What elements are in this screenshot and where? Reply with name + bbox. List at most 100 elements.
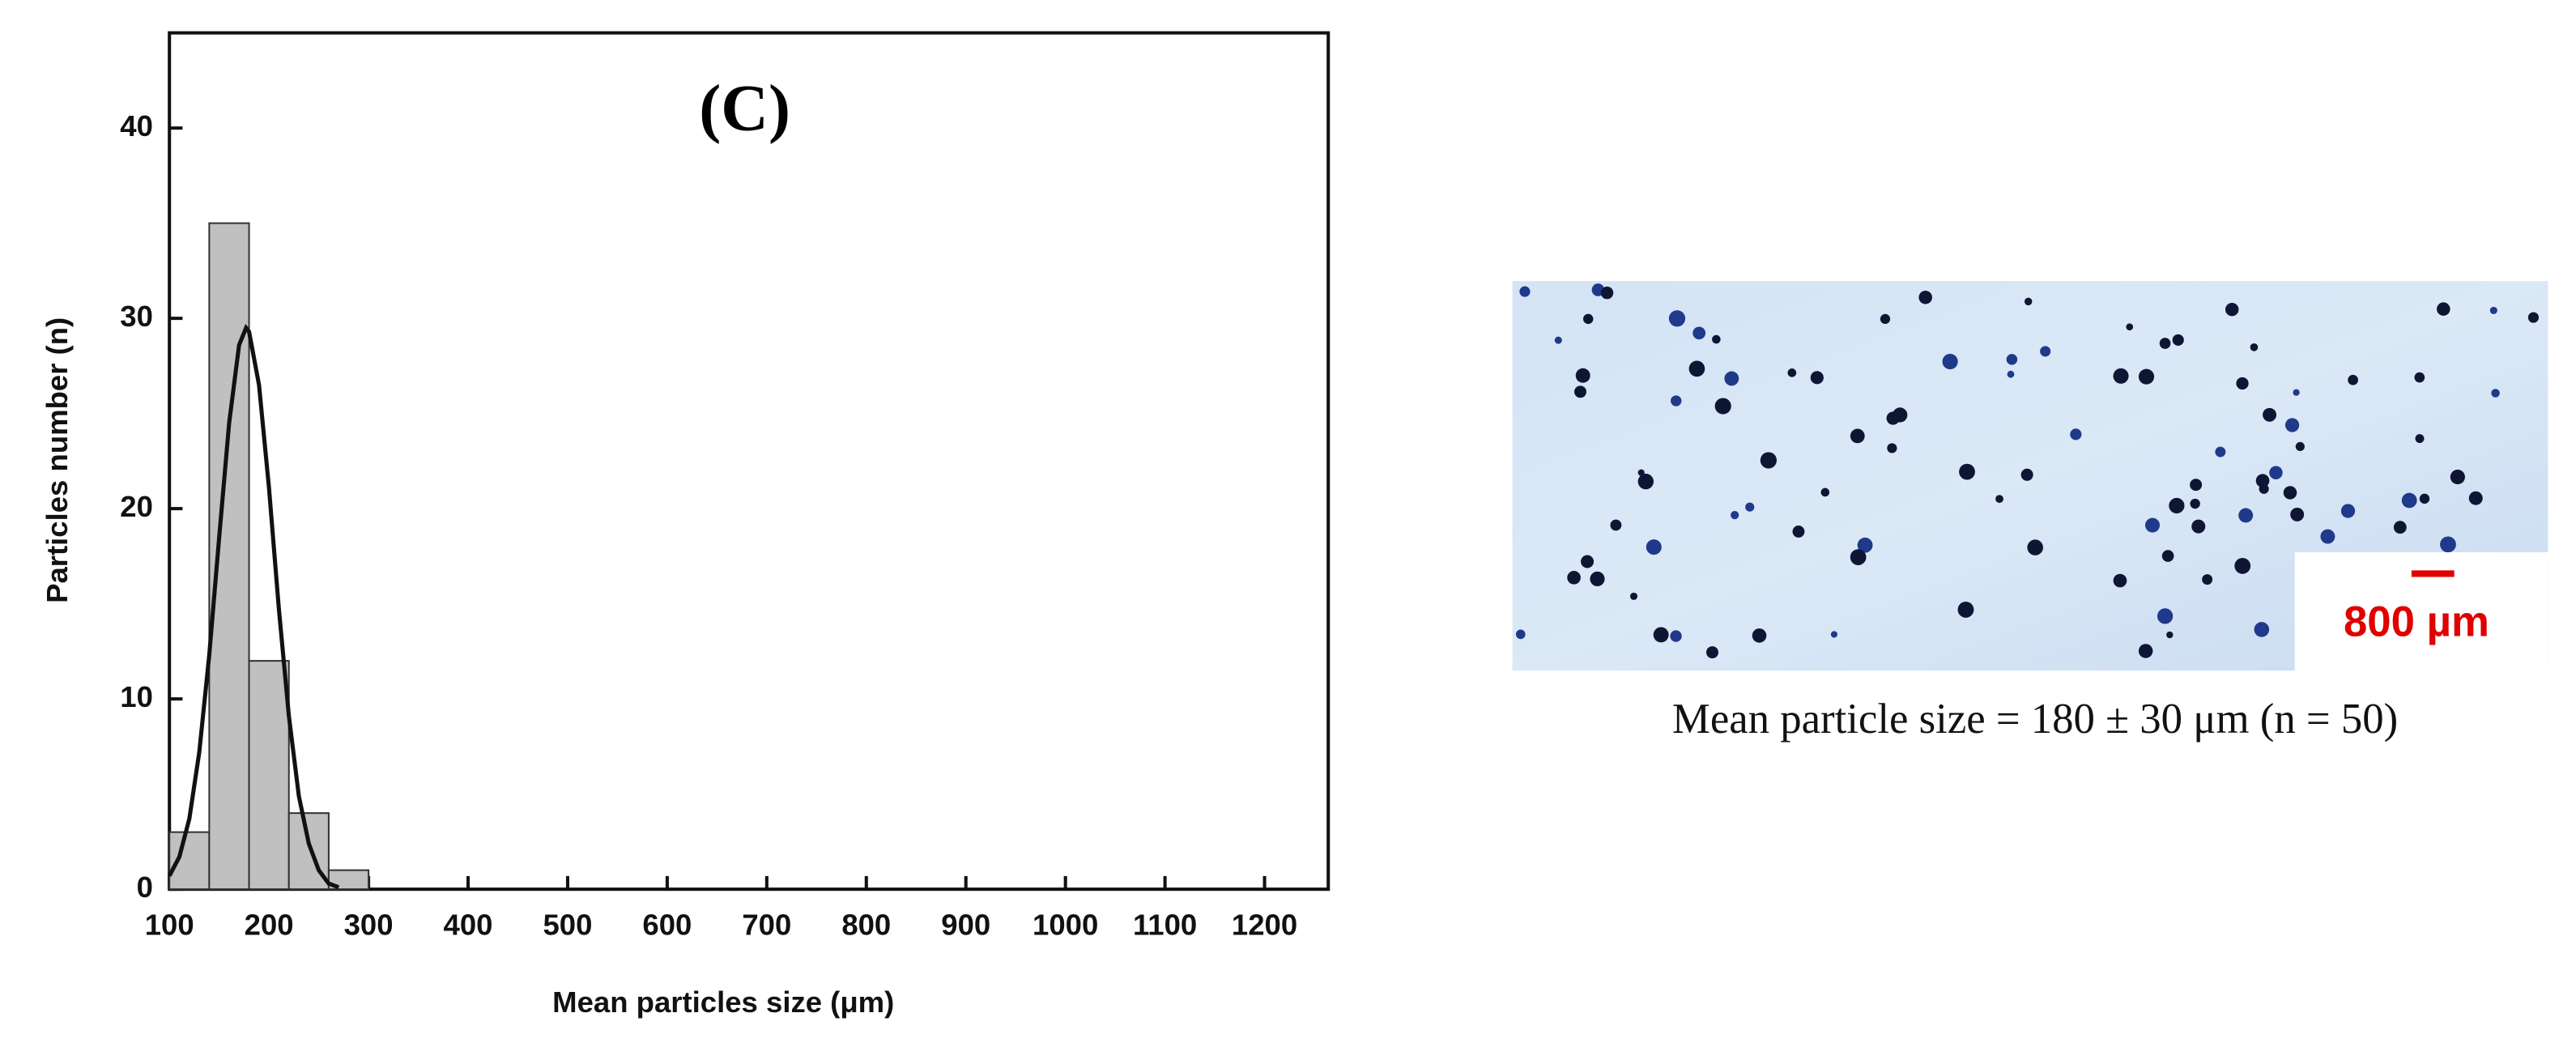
x-tick-label: 300 xyxy=(344,908,394,941)
particle xyxy=(2401,492,2417,509)
particle xyxy=(1629,592,1638,600)
particle xyxy=(1515,629,1526,640)
particle xyxy=(1671,395,1682,406)
particle xyxy=(1820,487,1830,497)
particle xyxy=(1850,428,1865,444)
particle xyxy=(1712,334,1721,344)
y-tick-label: 30 xyxy=(120,300,153,333)
x-tick-label: 500 xyxy=(543,908,592,941)
particle xyxy=(1705,646,1718,659)
particle xyxy=(2144,517,2161,533)
particle xyxy=(1760,452,1777,469)
particle xyxy=(1688,360,1705,377)
x-axis-label: Mean particles size (μm) xyxy=(552,985,894,1019)
particle xyxy=(2238,508,2254,523)
y-tick-label: 0 xyxy=(137,870,153,904)
particle xyxy=(1810,371,1824,385)
particle xyxy=(1792,526,1805,538)
bar xyxy=(208,222,250,891)
x-tick-label: 1200 xyxy=(1232,908,1297,941)
bar xyxy=(248,660,290,891)
particle xyxy=(1995,495,2003,504)
particle xyxy=(2215,446,2226,458)
particle xyxy=(2070,428,2082,441)
particle xyxy=(1670,630,1682,642)
particle xyxy=(2393,521,2407,534)
particle xyxy=(2489,306,2497,314)
particle xyxy=(2468,491,2483,505)
particle xyxy=(2236,377,2249,390)
particle xyxy=(2263,407,2277,422)
particle xyxy=(2225,302,2239,317)
particle xyxy=(2126,323,2134,330)
particle xyxy=(1752,628,1767,643)
x-tick-label: 800 xyxy=(841,908,891,941)
particle xyxy=(1519,286,1531,297)
particle xyxy=(1581,555,1595,568)
x-tick-label: 1100 xyxy=(1133,908,1197,941)
particle xyxy=(1554,336,1562,344)
x-tick-label: 400 xyxy=(444,908,493,941)
particle xyxy=(2159,338,2171,349)
x-tick-label: 600 xyxy=(642,908,692,941)
particle xyxy=(1957,601,1974,618)
particle xyxy=(1787,368,1797,377)
particle xyxy=(2190,479,2203,492)
y-tick-label: 20 xyxy=(120,490,153,523)
particle xyxy=(2290,507,2305,521)
particle xyxy=(1731,511,1739,520)
particle xyxy=(2024,297,2033,306)
x-tick-label: 100 xyxy=(145,908,194,941)
particle xyxy=(1724,371,1739,386)
particle xyxy=(2166,631,2174,639)
particle xyxy=(1637,474,1654,490)
particle xyxy=(2348,374,2358,385)
particle xyxy=(2440,536,2456,553)
particle xyxy=(1590,571,1605,587)
particle xyxy=(2138,644,2153,658)
particle xyxy=(1959,463,1975,480)
particle xyxy=(2269,466,2283,479)
particle xyxy=(1850,549,1867,565)
x-tick-label: 200 xyxy=(245,908,294,941)
particle xyxy=(2283,486,2297,500)
x-tick-label: 1000 xyxy=(1033,908,1098,941)
particle xyxy=(2450,469,2465,485)
particle xyxy=(1600,286,1614,300)
particle xyxy=(2190,498,2200,509)
particle xyxy=(2415,434,2425,444)
particle xyxy=(2157,608,2174,624)
particle xyxy=(2419,493,2430,504)
y-tick-label: 40 xyxy=(120,109,153,143)
particle xyxy=(2161,550,2174,562)
particle xyxy=(1745,502,1755,512)
caption: Mean particle size = 180 ± 30 μm (n = 50… xyxy=(1672,696,2398,743)
particle xyxy=(1886,411,1900,425)
particle xyxy=(1714,398,1731,415)
particle xyxy=(2320,529,2335,544)
particle xyxy=(1668,310,1686,327)
plot-frame xyxy=(168,31,1331,892)
bar xyxy=(327,869,370,891)
particle xyxy=(2255,474,2270,487)
particle xyxy=(2040,346,2051,357)
particle xyxy=(2138,368,2155,385)
particle xyxy=(2113,573,2127,588)
particle xyxy=(2295,441,2305,452)
scale-label: 800 µm xyxy=(2344,598,2489,645)
particle xyxy=(2172,334,2184,346)
particle xyxy=(2027,539,2043,555)
particle xyxy=(1942,353,1958,370)
particle xyxy=(1646,539,1662,555)
particle xyxy=(2437,302,2450,316)
x-tick-label: 700 xyxy=(742,908,791,941)
y-axis-label: Particles number (n) xyxy=(40,317,74,603)
particle xyxy=(2007,370,2015,378)
particle xyxy=(2234,557,2251,574)
particle xyxy=(1583,313,1594,325)
particle xyxy=(2414,372,2425,383)
particle xyxy=(1857,537,1873,553)
particle xyxy=(2284,418,2300,432)
